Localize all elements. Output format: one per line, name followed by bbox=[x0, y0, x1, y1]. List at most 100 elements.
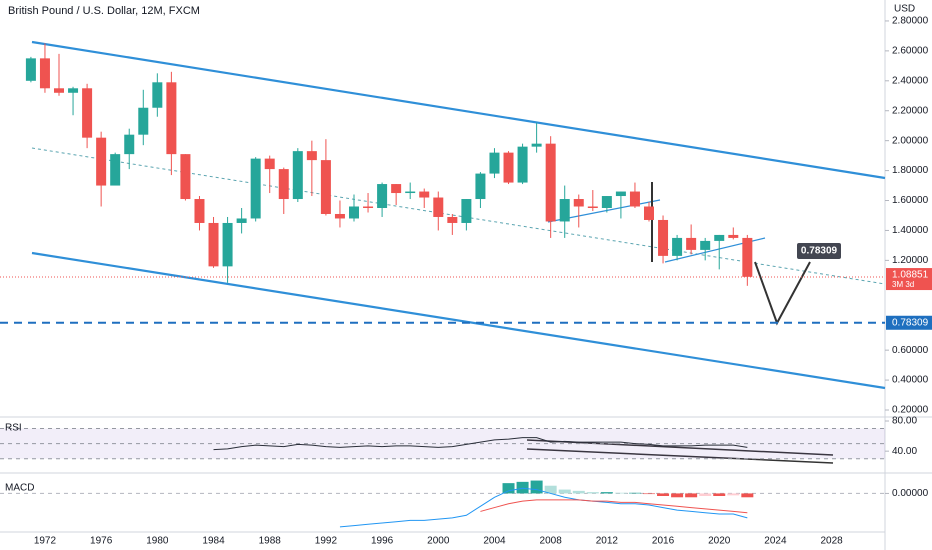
y-tick-label: 1.40000 bbox=[892, 225, 929, 236]
x-tick-label: 2024 bbox=[764, 536, 787, 547]
candle-body bbox=[391, 184, 402, 194]
candle-body bbox=[180, 154, 191, 200]
candle-body bbox=[152, 82, 163, 108]
candle-body bbox=[447, 216, 458, 223]
target-callout-label: 0.78309 bbox=[801, 246, 838, 257]
candle-body bbox=[405, 191, 416, 194]
candle-body bbox=[334, 213, 345, 219]
candle-body bbox=[264, 158, 275, 170]
macd-histogram-bar bbox=[600, 492, 613, 494]
candle-body bbox=[559, 199, 570, 222]
rsi-trend-line bbox=[526, 448, 834, 464]
candle-body bbox=[601, 196, 612, 208]
y-tick-label: 1.60000 bbox=[892, 195, 929, 206]
candle-body bbox=[194, 199, 205, 223]
y-tick-label: 1.20000 bbox=[892, 255, 929, 266]
x-tick-label: 2012 bbox=[596, 536, 619, 547]
target-axis-box bbox=[886, 315, 932, 330]
x-tick-label: 1980 bbox=[146, 536, 169, 547]
candle-body bbox=[208, 222, 219, 267]
candle-body bbox=[278, 169, 289, 200]
y-tick-label: 80.00 bbox=[892, 416, 917, 427]
y-tick-label: 0.60000 bbox=[892, 345, 929, 356]
candle-body bbox=[672, 237, 683, 256]
x-tick-label: 2008 bbox=[540, 536, 563, 547]
candle-body bbox=[306, 151, 317, 161]
macd-histogram-bar bbox=[516, 481, 529, 494]
macd-histogram-bar bbox=[657, 493, 670, 496]
x-tick-label: 1984 bbox=[202, 536, 225, 547]
candle-body bbox=[644, 206, 654, 220]
x-tick-label: 2028 bbox=[820, 536, 843, 547]
candle-body bbox=[363, 206, 374, 208]
y-tick-label: 2.20000 bbox=[892, 105, 929, 116]
macd-histogram-bar bbox=[502, 483, 515, 494]
candle-body bbox=[615, 191, 626, 197]
countdown-label: 3M 3d bbox=[892, 280, 914, 289]
y-tick-label: 0.40000 bbox=[892, 375, 929, 386]
candle-body bbox=[138, 107, 149, 135]
target-axis-label: 0.78309 bbox=[892, 317, 929, 328]
x-tick-label: 2004 bbox=[483, 536, 506, 547]
candle-body bbox=[96, 137, 107, 186]
x-tick-label: 1976 bbox=[90, 536, 113, 547]
candle-body bbox=[124, 134, 135, 155]
candle-body bbox=[475, 173, 486, 200]
channel-upper bbox=[31, 40, 886, 180]
macd-histogram-bar bbox=[628, 492, 641, 494]
macd-histogram-bar bbox=[727, 493, 740, 496]
y-tick-label: 0.00000 bbox=[892, 488, 929, 499]
y-tick-label: 2.00000 bbox=[892, 135, 929, 146]
candle-body bbox=[419, 191, 430, 198]
rsi-title: RSI bbox=[5, 423, 22, 434]
candle-body bbox=[573, 199, 584, 207]
candle-body bbox=[292, 151, 303, 200]
macd-line bbox=[339, 487, 748, 528]
candle-body bbox=[503, 152, 514, 183]
candle-body bbox=[658, 219, 669, 256]
candle-body bbox=[39, 58, 50, 89]
y-tick-label: 2.60000 bbox=[892, 46, 929, 57]
chart-title: British Pound / U.S. Dollar, 12M, FXCM bbox=[8, 5, 200, 17]
last-price-label: 1.08851 bbox=[892, 270, 929, 281]
x-tick-label: 2016 bbox=[652, 536, 675, 547]
x-tick-label: 2000 bbox=[427, 536, 450, 547]
macd-histogram-bar bbox=[614, 492, 627, 494]
candle-body bbox=[517, 146, 528, 183]
y-tick-label: 2.40000 bbox=[892, 75, 929, 86]
x-tick-label: 1996 bbox=[371, 536, 394, 547]
data-layer: 1972 1976 1980 1984 1988 1992 1996 2000 2004 2008… bbox=[0, 16, 932, 547]
macd-histogram-bar bbox=[643, 493, 655, 495]
candle-body bbox=[714, 234, 725, 241]
macd-histogram-bar bbox=[530, 480, 543, 494]
candle-body bbox=[377, 184, 388, 208]
x-tick-label: 2020 bbox=[708, 536, 731, 547]
x-tick-label: 1972 bbox=[34, 536, 57, 547]
candle-body bbox=[700, 240, 711, 250]
candle-body bbox=[629, 191, 640, 207]
macd-title: MACD bbox=[5, 483, 34, 494]
candle-body bbox=[587, 206, 598, 208]
candle-body bbox=[236, 218, 247, 223]
candle-body bbox=[54, 88, 64, 93]
candle-body bbox=[250, 158, 261, 219]
last-price-box bbox=[886, 268, 932, 291]
macd-histogram-bar bbox=[699, 493, 712, 496]
y-tick-label: 2.80000 bbox=[892, 16, 929, 27]
target-callout-box bbox=[797, 243, 841, 259]
candle-body bbox=[728, 234, 739, 238]
candle-body bbox=[166, 82, 177, 155]
macd-histogram-bar bbox=[572, 490, 585, 494]
candle-body bbox=[320, 160, 331, 214]
x-tick-label: 1992 bbox=[315, 536, 338, 547]
y-tick-label: 0.20000 bbox=[892, 405, 929, 416]
macd-histogram-bar bbox=[671, 493, 684, 498]
candle-body bbox=[742, 237, 753, 277]
candle-body bbox=[222, 222, 233, 267]
candle-body bbox=[82, 88, 93, 138]
rsi-line bbox=[213, 437, 748, 451]
candle-body bbox=[489, 152, 500, 174]
